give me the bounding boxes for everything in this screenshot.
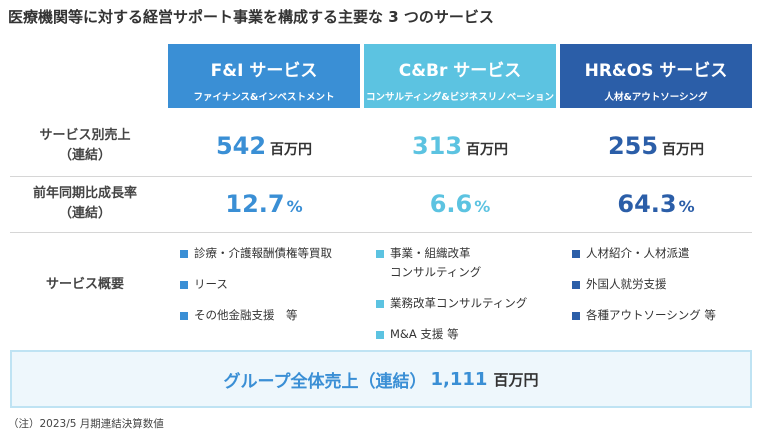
total-unit: 百万円 [493,370,539,389]
item-line: 診療・介護報酬債権等買取 [194,246,332,260]
bullet [376,300,384,308]
footnote: （注）2023/5 月期連結決算数値 [8,418,164,430]
bullet [376,331,384,339]
overview-item: その他金融支援 等 [180,306,360,325]
column-header: C&Br サービスコンサルティング&ビジネスリノベーション [364,44,556,108]
cell-number: 12.7 [225,190,285,218]
row-label: サービス別売上 （連結） [10,116,160,176]
overview-item: 事業・組織改革 コンサルティング [376,244,556,282]
cell-value: 255 百万円 [608,132,704,160]
total-number: 1,111 [430,368,488,390]
row-label-line: サービス別売上 [39,128,131,143]
column-header: HR&OS サービス人材&アウトソーシング [560,44,752,108]
overview-item: 各種アウトソーシング 等 [572,306,752,325]
cell: 6.6% [364,176,556,232]
cell-unit: % [286,197,303,216]
item-text: 業務改革コンサルティング [390,294,527,313]
bullet [180,281,188,289]
item-line: 業務改革コンサルティング [390,296,528,310]
item-text: 人材紹介・人材派遣 [586,244,690,263]
cell-unit: % [678,197,695,216]
cell-unit: % [474,197,491,216]
column-name: HR&OS サービス [584,61,728,81]
item-line: 各種アウトソーシング 等 [586,308,716,322]
overview-list: 人材紹介・人材派遣 外国人就労支援各種アウトソーシング 等 [560,244,752,325]
total-label: グループ全体売上（連結） [223,371,427,392]
item-text: M&A 支援 等 [390,325,459,344]
item-line: リース [194,277,228,291]
row-label-line: （連結） [58,148,111,163]
cell-number: 6.6 [429,190,473,218]
column-subtitle: ファイナンス&インベストメント [193,92,335,103]
item-text: 事業・組織改革 コンサルティング [390,244,481,282]
overview-item: 外国人就労支援 [572,275,752,294]
item-text: 外国人就労支援 [586,275,667,294]
row-separator [10,176,752,177]
bullet [572,250,580,258]
cell-value: 313 百万円 [412,132,508,160]
column-subtitle: 人材&アウトソーシング [604,92,708,103]
item-line: M&A 支援 等 [390,327,459,341]
item-line: 事業・組織改革 [390,246,471,260]
cell-value: 64.3% [617,190,694,218]
overview-item: リース [180,275,360,294]
cell: 12.7% [168,176,360,232]
overview-list: 事業・組織改革 コンサルティング業務改革コンサルティング M&A 支援 等 [364,244,556,344]
column-header: F&I サービスファイナンス&インベストメント [168,44,360,108]
item-text: 各種アウトソーシング 等 [586,306,716,325]
overview-item: 業務改革コンサルティング [376,294,556,313]
cell-number: 64.3 [617,190,677,218]
item-line: その他金融支援 等 [194,308,298,322]
total-box: グループ全体売上（連結） 1,111 百万円 [10,350,752,408]
cell-unit: 百万円 [466,142,509,158]
cell-value: 6.6% [430,190,491,218]
cell-unit: 百万円 [662,142,705,158]
row-label: サービス概要 [10,232,160,338]
row-label: 前年同期比成長率 （連結） [10,176,160,232]
cell: 64.3% [560,176,752,232]
cell-value: 12.7% [225,190,302,218]
overview-list: 診療・介護報酬債権等買取 リースその他金融支援 等 [168,244,360,325]
column-name: F&I サービス [210,61,318,81]
overview-item: 人材紹介・人材派遣 [572,244,752,263]
row-label-line: サービス概要 [45,277,124,292]
title: 医療機関等に対する経営サポート事業を構成する主要な 3 つのサービス [8,8,494,26]
overview-item: 診療・介護報酬債権等買取 [180,244,360,263]
cell: 313 百万円 [364,116,556,176]
bullet [572,312,580,320]
column-name: C&Br サービス [398,61,522,81]
item-line: 外国人就労支援 [586,277,667,291]
column-subtitle: コンサルティング&ビジネスリノベーション [365,92,555,103]
bullet [376,250,384,258]
item-text: その他金融支援 等 [194,306,298,325]
cell-number: 255 [607,132,659,160]
cell-number: 313 [411,132,463,160]
overview-item: M&A 支援 等 [376,325,556,344]
cell: 255 百万円 [560,116,752,176]
row-label-line: 前年同期比成長率 [32,186,137,201]
row-separator [10,232,752,233]
item-text: 診療・介護報酬債権等買取 [194,244,332,263]
row-label-line: （連結） [58,206,111,221]
cell-value: 542 百万円 [216,132,312,160]
cell-unit: 百万円 [270,142,313,158]
bullet [180,250,188,258]
item-line: 人材紹介・人材派遣 [586,246,690,260]
item-line: コンサルティング [390,265,482,279]
cell: 542 百万円 [168,116,360,176]
bullet [180,312,188,320]
item-text: リース [194,275,228,294]
cell-number: 542 [215,132,267,160]
bullet [572,281,580,289]
